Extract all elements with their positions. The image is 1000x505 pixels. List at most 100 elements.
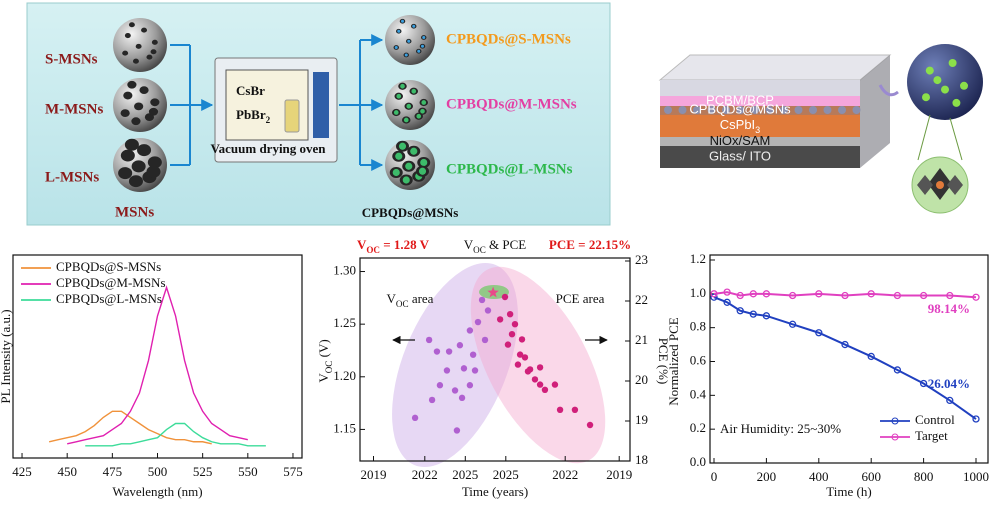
point [521,354,529,361]
point [466,327,474,334]
point [841,291,849,300]
qd [809,106,817,114]
quantum-dot [418,167,427,175]
quantum-dot [420,158,428,167]
octahedron [917,175,933,195]
point [710,293,718,301]
point [749,310,757,318]
quantum-dot [407,39,411,43]
quantum-dot [411,88,417,94]
quantum-dot [400,19,405,23]
point [445,348,453,355]
x-tick-label: 600 [861,469,881,484]
annotation: 26.04% [928,376,970,391]
legend-label: CPBQDs@S-MSNs [56,259,161,274]
layer [660,137,860,146]
x-tick-label: 2019 [361,467,387,482]
layer-label-part: CsPbI [720,117,755,132]
annotation: Air Humidity: 25~30% [720,421,841,436]
chart-title-part: & PCE [486,237,527,252]
x-tick-label: 525 [193,464,213,479]
x-tick-label: 450 [57,464,77,479]
quantum-dot [404,53,408,57]
pore [151,39,158,45]
layer [660,146,860,168]
input-label: L-MSNs [45,169,99,185]
series-line [85,422,266,447]
point [478,296,486,304]
pore [146,165,161,178]
quantum-dot [420,44,425,48]
qd [960,81,968,90]
point [946,291,954,300]
x-tick-label: 2019 [606,467,632,482]
x-tick-label: 400 [809,469,829,484]
point [516,351,524,358]
point [458,394,466,402]
annotation: VOC area [387,291,434,309]
quantum-dot [398,142,407,150]
point [496,316,504,323]
pore [120,149,135,162]
qd [664,106,672,114]
connector [949,117,963,161]
reagent: CsBr [236,83,265,98]
oven-panel [313,72,329,138]
pore [128,22,135,28]
chart-title-part: OC [473,245,486,255]
qd [922,93,930,102]
y-tick-label: 0.8 [690,319,706,334]
bottle [284,99,300,133]
qd [933,76,942,85]
point [788,291,797,300]
annotation: VOC = 1.28 V [357,237,430,255]
point [524,368,532,375]
inputs-caption: MSNs [115,204,154,220]
y2-tick-label: 23 [635,252,648,267]
pore [127,80,137,89]
point [736,307,744,315]
pore [122,50,129,56]
y2-tick-label: 22 [635,292,648,307]
point [762,290,771,298]
annotation-part: OC [396,299,409,309]
quantum-dot [417,49,421,53]
y-axis-label-part: (V) [316,339,331,360]
legend-label: Target [915,428,948,443]
point [815,290,823,298]
point [893,366,902,374]
qd [941,85,949,94]
point [556,406,564,413]
quantum-dot [394,45,398,50]
point [841,340,849,349]
annotation: PCE area [556,291,605,306]
pore [134,102,144,111]
y-tick-label: 1.25 [333,315,356,330]
point [466,382,474,389]
point [436,382,444,389]
chart-title-part: V [464,237,474,252]
output-label: CPBQDs@M-MSNs [446,96,577,112]
x-tick-label: 800 [914,469,934,484]
qd [948,59,957,67]
y2-tick-label: 18 [635,452,648,467]
y-tick-label: 1.30 [333,263,356,278]
y-axis-label: PL Intensity (a.u.) [0,309,13,403]
y-axis-label: VOC (V) [316,339,334,382]
pore [132,58,139,64]
input-label: M-MSNs [45,101,103,117]
quantum-dot [403,117,409,123]
point [919,379,928,388]
output-label: CPBQDs@L-MSNs [446,161,573,177]
pore [147,156,162,169]
pore [131,160,146,173]
point [723,288,731,296]
pore [150,49,157,55]
quantum-dot [406,103,412,109]
x-tick-label: 475 [103,464,123,479]
point [504,341,512,348]
y2-tick-label: 20 [635,372,648,387]
qd [794,106,803,114]
x-tick-label: 0 [711,469,718,484]
x-axis-label: Time (h) [826,484,871,499]
